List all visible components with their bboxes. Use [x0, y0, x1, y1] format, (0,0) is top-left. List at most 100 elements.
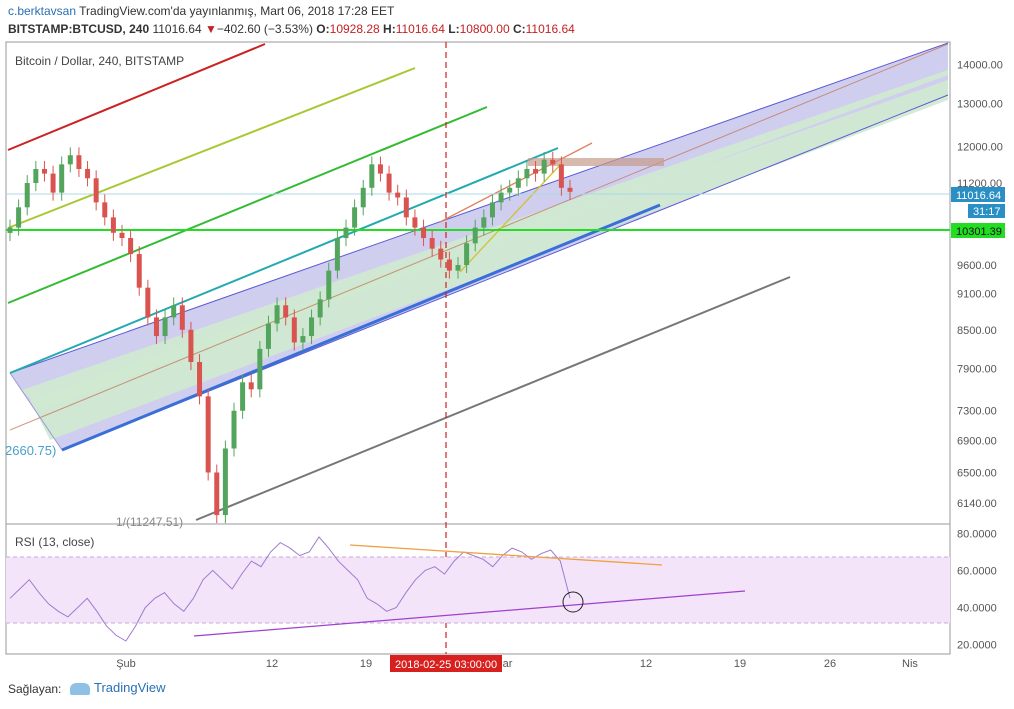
candle-body[interactable]	[162, 317, 168, 337]
green-trendline[interactable]	[7, 106, 488, 304]
candle-body[interactable]	[50, 173, 56, 193]
candle-body[interactable]	[317, 299, 323, 318]
price-tick-label: 8500.00	[957, 325, 997, 337]
candle-body[interactable]	[41, 168, 47, 174]
candle-body[interactable]	[326, 270, 332, 300]
candle-body[interactable]	[343, 227, 349, 239]
candle-body[interactable]	[481, 217, 487, 228]
candle-body[interactable]	[205, 396, 211, 473]
chart-canvas[interactable]: Bitcoin / Dollar, 240, BITSTAMP 2660.75)…	[0, 0, 1014, 674]
teal-trendline[interactable]	[9, 147, 559, 374]
candle-body[interactable]	[153, 317, 159, 337]
candle-body[interactable]	[421, 227, 427, 239]
close-value: 11016.64	[525, 22, 575, 36]
high-value: 11016.64	[395, 22, 445, 36]
candle-body[interactable]	[377, 164, 383, 174]
candle-body[interactable]	[352, 207, 358, 228]
candles-group	[7, 147, 573, 524]
candle-body[interactable]	[145, 287, 151, 318]
candle-body[interactable]	[334, 238, 340, 271]
countdown-badge	[968, 204, 1005, 218]
blue-trendline[interactable]	[61, 203, 661, 452]
candle-body[interactable]	[119, 232, 125, 239]
x-tick-label: 12	[266, 658, 278, 670]
red-trendline[interactable]	[7, 43, 266, 151]
candle-body[interactable]	[455, 265, 461, 271]
candle-body[interactable]	[274, 305, 280, 324]
yellow-wedge-lower[interactable]	[459, 164, 561, 273]
candle-body[interactable]	[240, 382, 246, 411]
candle-body[interactable]	[533, 168, 539, 174]
rsi-purple-trendline[interactable]	[193, 590, 746, 637]
candle-body[interactable]	[265, 323, 271, 349]
candle-body[interactable]	[283, 305, 289, 318]
candle-body[interactable]	[403, 197, 409, 218]
candle-body[interactable]	[197, 362, 203, 397]
candle-body[interactable]	[567, 187, 573, 192]
candle-body[interactable]	[171, 305, 177, 318]
candle-body[interactable]	[7, 227, 13, 233]
candle-body[interactable]	[128, 238, 134, 255]
bottom-annotation: 1/(11247.51)	[116, 515, 183, 529]
candle-body[interactable]	[93, 178, 99, 203]
x-tick-label: Şub	[116, 658, 136, 670]
candle-body[interactable]	[395, 192, 401, 198]
candle-body[interactable]	[85, 168, 91, 179]
x-axis: Şub 12 19 Mar 12 19 26 Nis	[116, 658, 918, 670]
rsi-tick-label: 40.0000	[957, 603, 997, 615]
close-label: C:	[512, 22, 526, 36]
candle-body[interactable]	[136, 254, 142, 288]
cloud-icon	[70, 682, 90, 695]
last-price-badge	[951, 187, 1005, 202]
candle-body[interactable]	[76, 155, 82, 169]
candle-body[interactable]	[257, 348, 263, 390]
candle-body[interactable]	[24, 183, 30, 208]
price-tick-label: 12000.00	[957, 141, 1003, 153]
candle-body[interactable]	[429, 238, 435, 249]
candle-body[interactable]	[179, 305, 185, 330]
candle-body[interactable]	[291, 317, 297, 343]
candle-body[interactable]	[541, 159, 547, 174]
gray-trendline[interactable]	[195, 276, 791, 521]
candle-body[interactable]	[464, 243, 470, 266]
crosshair-time-label: 2018-02-25 03:00:00	[395, 659, 497, 671]
rsi-circle-marker[interactable]	[562, 591, 584, 613]
candle-body[interactable]	[438, 248, 444, 260]
resistance-zone-box[interactable]	[528, 158, 664, 166]
candle-body[interactable]	[386, 173, 392, 193]
candle-body[interactable]	[412, 217, 418, 228]
candle-body[interactable]	[102, 202, 108, 218]
channel-median-line	[9, 43, 949, 431]
candle-body[interactable]	[558, 164, 564, 188]
candle-body[interactable]	[446, 259, 452, 271]
candle-body[interactable]	[524, 168, 530, 179]
candle-body[interactable]	[507, 187, 513, 193]
author-link[interactable]: c.berktavsan	[8, 4, 77, 18]
candle-body[interactable]	[222, 448, 228, 516]
candle-body[interactable]	[16, 207, 22, 228]
candle-body[interactable]	[188, 329, 194, 363]
candle-body[interactable]	[59, 164, 65, 193]
change-value: −402.60 (−3.53%)	[216, 22, 313, 36]
candle-body[interactable]	[300, 336, 306, 343]
candle-body[interactable]	[550, 159, 556, 165]
candle-body[interactable]	[309, 317, 315, 337]
candle-body[interactable]	[472, 227, 478, 244]
crosshair-time-badge	[390, 655, 502, 672]
yellow-green-trendline[interactable]	[7, 67, 416, 229]
candle-body[interactable]	[369, 164, 375, 188]
candle-body[interactable]	[360, 187, 366, 208]
price-tick-label: 13000.00	[957, 99, 1003, 111]
candle-body[interactable]	[498, 192, 504, 203]
candle-body[interactable]	[67, 155, 73, 165]
candle-body[interactable]	[214, 472, 220, 516]
open-value: 10928.28	[329, 22, 380, 36]
candle-body[interactable]	[489, 202, 495, 218]
candle-body[interactable]	[110, 217, 116, 233]
candle-body[interactable]	[515, 178, 521, 188]
candle-body[interactable]	[248, 382, 254, 390]
candle-body[interactable]	[33, 168, 39, 184]
rsi-orange-trendline[interactable]	[349, 544, 663, 566]
tradingview-logo[interactable]: TradingView	[70, 680, 166, 695]
candle-body[interactable]	[231, 410, 237, 449]
